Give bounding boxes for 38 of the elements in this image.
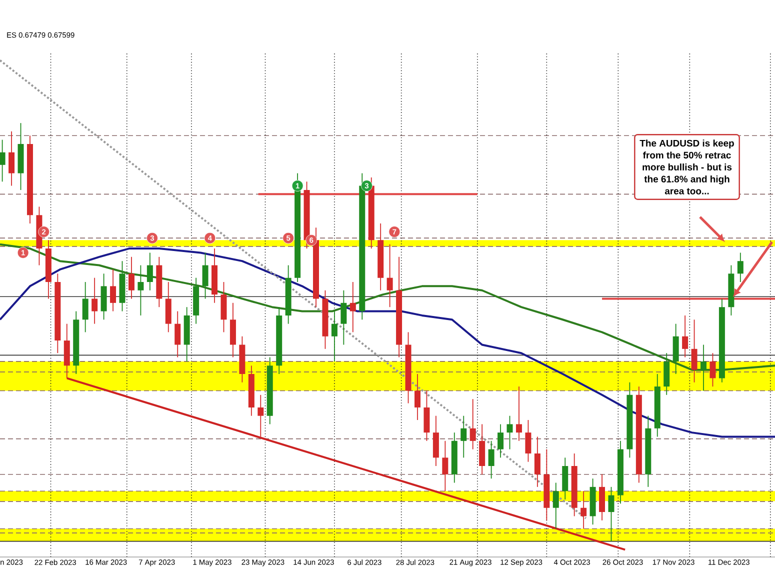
candlestick bbox=[470, 398, 476, 450]
annotation: the 61.8% and high bbox=[644, 175, 730, 184]
candlestick bbox=[682, 315, 688, 358]
candlestick bbox=[92, 277, 98, 324]
candlestick bbox=[386, 244, 393, 308]
candlestick bbox=[552, 482, 559, 530]
candlestick bbox=[258, 394, 264, 438]
candlestick bbox=[608, 486, 614, 542]
candlestick bbox=[516, 386, 522, 442]
candlestick bbox=[580, 490, 587, 530]
candlestick bbox=[710, 352, 716, 387]
candlestick bbox=[128, 256, 134, 300]
candlestick bbox=[534, 436, 540, 488]
candlestick bbox=[202, 252, 208, 300]
annotation: from the 50% retrac bbox=[642, 152, 731, 159]
candlestick bbox=[525, 420, 532, 462]
annotation: area too... bbox=[664, 188, 709, 194]
candlestick bbox=[700, 344, 707, 392]
candlestick bbox=[350, 282, 356, 333]
annotation: more bullish - but is bbox=[642, 164, 732, 170]
candlestick bbox=[691, 319, 698, 383]
candlestick bbox=[110, 269, 116, 312]
candlestick bbox=[146, 252, 153, 291]
candlestick bbox=[506, 415, 513, 450]
candlestick bbox=[331, 310, 338, 362]
candlestick bbox=[414, 374, 420, 420]
candlestick bbox=[498, 424, 504, 458]
candlestick bbox=[442, 440, 448, 492]
candlestick bbox=[460, 415, 467, 458]
annotation: The AUDUSD is keep bbox=[640, 140, 734, 148]
candlestick bbox=[737, 252, 744, 282]
candlestick bbox=[138, 264, 144, 316]
candlestick bbox=[0, 139, 6, 182]
candlestick bbox=[8, 130, 15, 186]
candlestick bbox=[488, 440, 494, 480]
candlestick bbox=[82, 282, 88, 333]
candlestick bbox=[174, 310, 181, 358]
candlestick bbox=[340, 290, 347, 346]
